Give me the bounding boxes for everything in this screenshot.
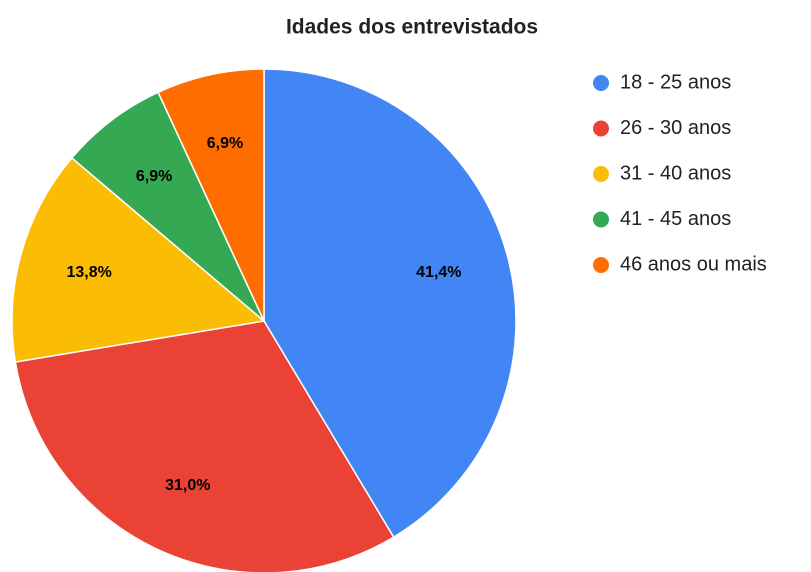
legend-swatch: [593, 211, 609, 228]
legend-label: 46 anos ou mais: [620, 253, 767, 275]
legend-label: 26 - 30 anos: [620, 117, 731, 139]
slice-label: 13,8%: [66, 264, 111, 281]
slice-label: 6,9%: [207, 135, 243, 152]
legend-swatch: [593, 120, 609, 137]
pie-slice: [14, 320, 395, 572]
legend-label: 31 - 40 anos: [620, 162, 731, 184]
slice-label: 31,0%: [165, 477, 210, 494]
legend-label: 41 - 45 anos: [620, 208, 731, 230]
pie-slice: [70, 91, 265, 322]
legend-swatch: [593, 257, 609, 273]
slice-label: 6,9%: [136, 168, 172, 185]
legend-label: 18 - 25 anos: [620, 71, 731, 93]
legend-swatch: [593, 166, 609, 182]
legend-swatch: [593, 75, 609, 91]
pie-slice: [263, 68, 517, 539]
pie-slice: [11, 156, 266, 363]
pie-slice: [157, 68, 265, 322]
chart-title: Idades dos entrevistados: [286, 16, 538, 39]
slice-label: 41,4%: [416, 264, 461, 281]
